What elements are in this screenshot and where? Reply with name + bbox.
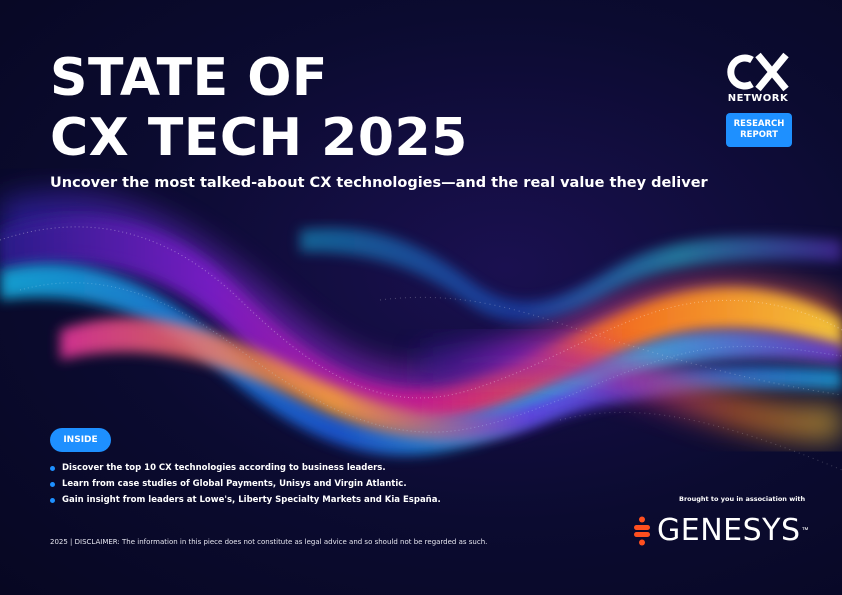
- bullet-dot-icon: [50, 465, 55, 471]
- inside-list-item: Gain insight from leaders at Lowe's, Lib…: [50, 492, 441, 508]
- report-subtitle: Uncover the most talked-about CX technol…: [50, 175, 708, 191]
- disclaimer-footer: 2025 | DISCLAIMER: The information in th…: [50, 538, 488, 546]
- inside-item-text: Discover the top 10 CX technologies acco…: [62, 463, 386, 473]
- inside-item-text: Gain insight from leaders at Lowe's, Lib…: [62, 495, 441, 505]
- title-line-2: CX TECH 2025: [50, 108, 468, 168]
- bullet-dot-icon: [50, 481, 55, 487]
- inside-list-item: Discover the top 10 CX technologies acco…: [50, 460, 441, 476]
- title-line-1: STATE OF: [50, 48, 328, 108]
- badge-line-1: RESEARCH: [733, 119, 785, 129]
- cx-logo-mark-icon: [727, 52, 789, 92]
- inside-item-text: Learn from case studies of Global Paymen…: [62, 479, 407, 489]
- inside-list-item: Learn from case studies of Global Paymen…: [50, 476, 441, 492]
- genesys-logo: GENESYS ™: [632, 514, 809, 548]
- bullet-dot-icon: [50, 497, 55, 503]
- inside-label: INSIDE: [50, 428, 111, 452]
- research-report-badge: RESEARCH REPORT: [726, 113, 792, 147]
- cx-logo-network-text: NETWORK: [727, 93, 789, 104]
- inside-list: Discover the top 10 CX technologies acco…: [50, 460, 441, 508]
- cx-network-logo: NETWORK: [726, 52, 790, 104]
- genesys-mark-icon: [634, 516, 650, 546]
- report-title: STATE OF CX TECH 2025: [50, 48, 468, 168]
- genesys-wordmark: GENESYS: [657, 513, 801, 548]
- badge-line-2: REPORT: [740, 130, 778, 140]
- genesys-trademark: ™: [801, 527, 809, 534]
- sponsor-caption: Brought to you in association with: [679, 495, 806, 503]
